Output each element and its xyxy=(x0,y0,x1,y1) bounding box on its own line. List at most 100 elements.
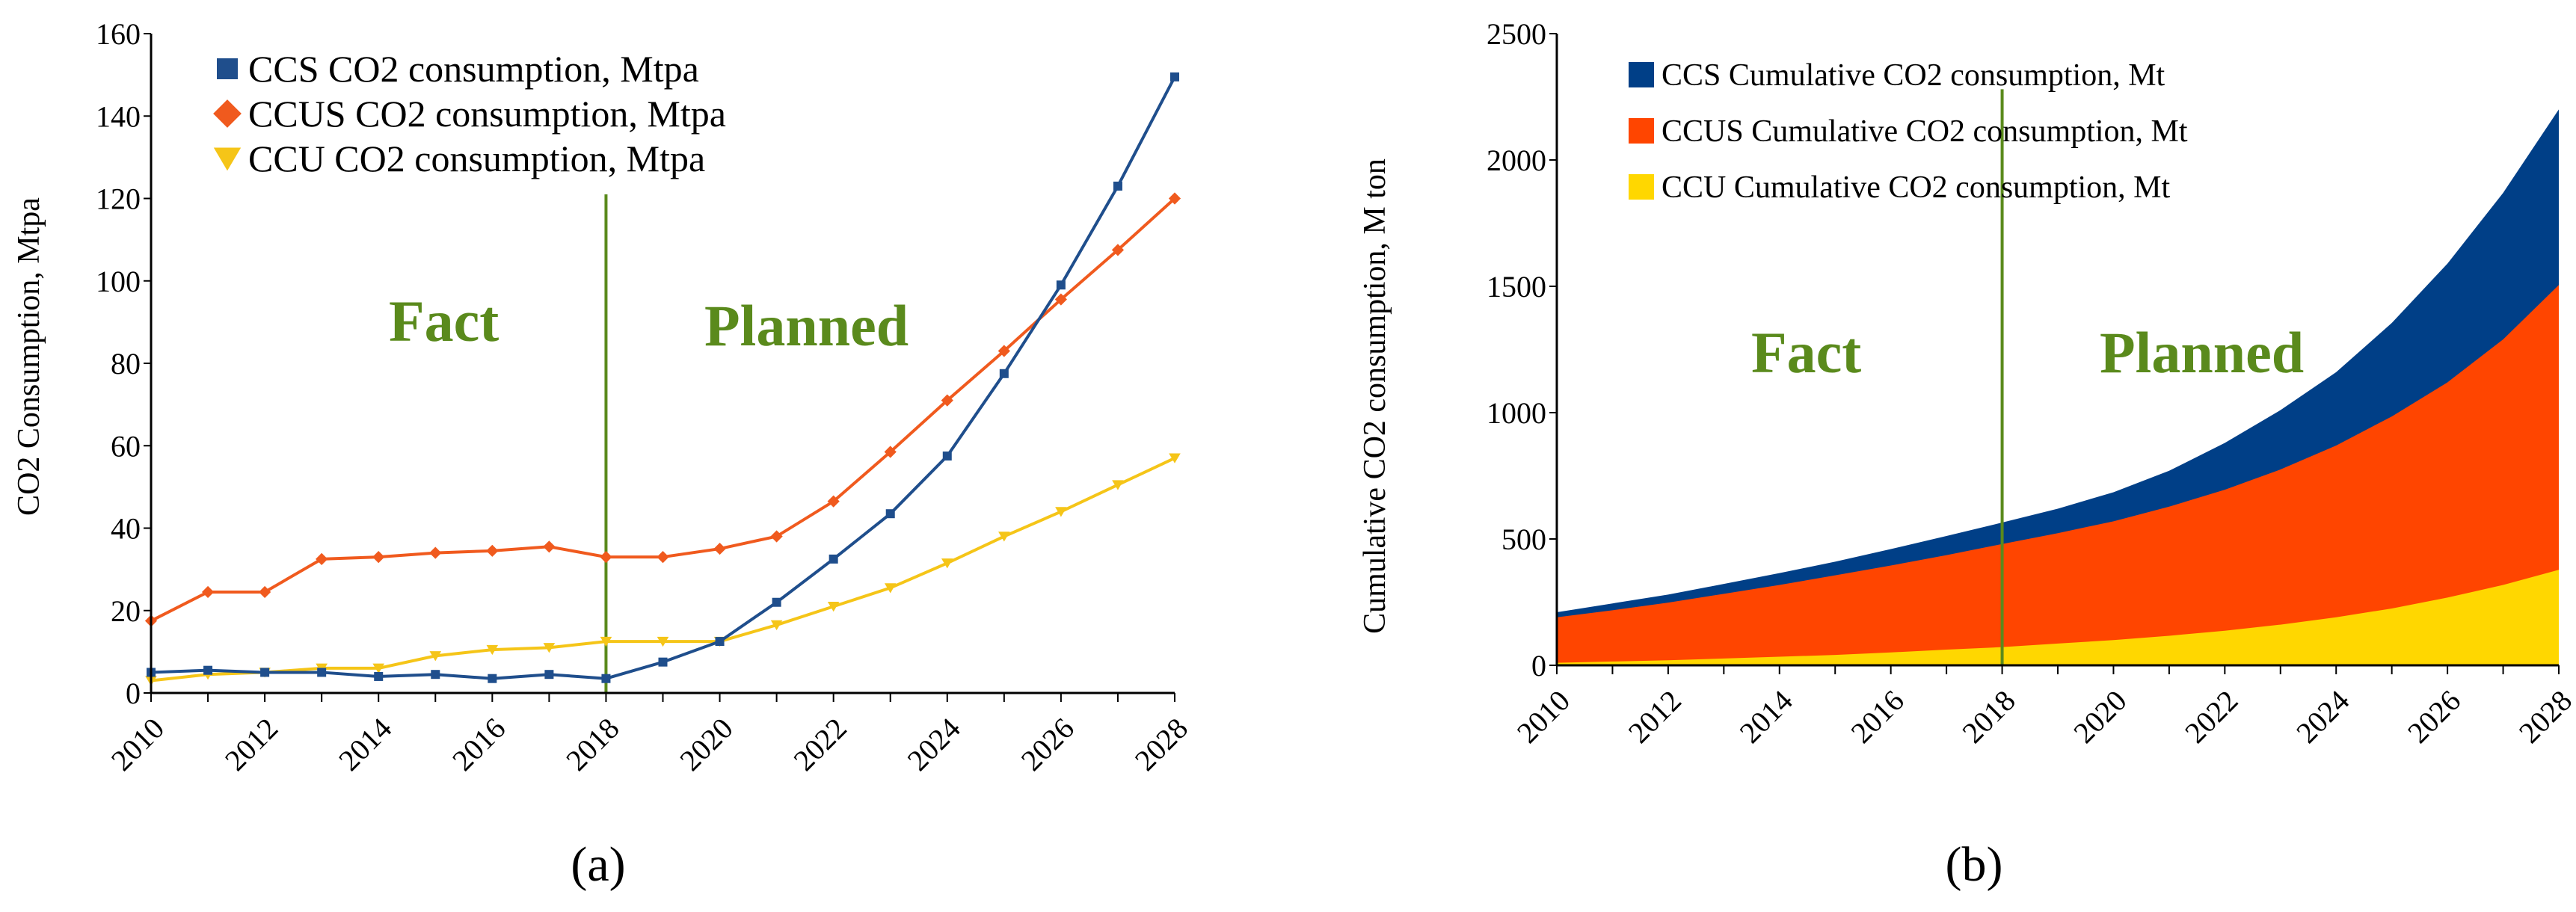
panel-a-legend-swatch xyxy=(213,99,242,128)
panel-b-area-chart: Cumulative CO2 consumption, M ton 0 500 10… xyxy=(1358,17,2576,892)
panel-a-data-point xyxy=(998,532,1010,542)
panel-b-y-axis-label: Cumulative CO2 consumption, M ton xyxy=(1358,158,1392,634)
panel-a-x-tick-label: 2012 xyxy=(218,711,284,777)
panel-b-fact-label: Fact xyxy=(1751,320,1861,385)
panel-a-x-tick-label: 2024 xyxy=(901,711,967,777)
panel-a-data-point xyxy=(1055,507,1067,517)
panel-a-caption: (a) xyxy=(571,837,625,892)
panel-a-data-point xyxy=(1169,453,1181,463)
panel-a-data-point xyxy=(941,394,953,407)
panel-a-data-point xyxy=(543,643,556,653)
panel-a-data-point xyxy=(600,550,612,564)
panel-a-data-point xyxy=(600,636,612,647)
panel-a-y-tick-label: 0 xyxy=(126,677,141,710)
panel-a-x-tick-label: 2016 xyxy=(446,711,511,777)
panel-a-data-point xyxy=(770,620,783,631)
panel-a-y-tick-label: 160 xyxy=(96,17,141,51)
panel-a-data-point xyxy=(1168,192,1181,205)
panel-a-data-point xyxy=(429,546,442,559)
panel-a-data-point xyxy=(772,597,781,607)
panel-a-data-point xyxy=(999,369,1009,378)
panel-a-data-point xyxy=(317,668,327,677)
panel-b-x-tick-label: 2026 xyxy=(2401,683,2467,749)
panel-b-y-tick-label: 1500 xyxy=(1487,270,1546,304)
panel-a-planned-label: Planned xyxy=(704,293,909,358)
panel-a-data-point xyxy=(1111,244,1125,256)
panel-a-data-point xyxy=(941,558,953,569)
panel-b-x-tick-label: 2016 xyxy=(1844,683,1910,749)
panel-a-legend-label: CCS CO2 consumption, Mtpa xyxy=(248,48,699,90)
panel-a-data-point xyxy=(1113,181,1122,191)
panel-b-legend-swatch xyxy=(1629,118,1654,144)
panel-a-data-point xyxy=(827,495,840,508)
panel-a-line-chart: CO2 Consumption, Mtpa 0 20 40 60 80 100 120 140… xyxy=(12,17,1194,892)
panel-a-x-tick-label: 2010 xyxy=(105,711,170,777)
panel-a-y-tick-label: 40 xyxy=(111,512,141,546)
panel-a-data-point xyxy=(543,540,556,553)
panel-b-planned-label: Planned xyxy=(2100,320,2304,385)
panel-b-legend-label: CCUS Cumulative CO2 consumption, Mt xyxy=(1662,114,2188,149)
panel-a-data-point xyxy=(601,674,611,683)
panel-a-x-tick-label: 2026 xyxy=(1015,711,1080,777)
panel-b-x-tick-label: 2012 xyxy=(1622,683,1688,749)
panel-a-data-point xyxy=(486,644,499,656)
panel-a-data-point xyxy=(884,446,897,458)
panel-a-x-tick-label: 2014 xyxy=(332,711,398,777)
panel-a-data-point xyxy=(1170,72,1179,81)
panel-a-data-point xyxy=(1054,293,1067,306)
panel-b-y-tick-label: 1000 xyxy=(1487,396,1546,430)
panel-a-data-point xyxy=(372,550,385,564)
panel-a-data-point xyxy=(942,452,952,461)
panel-a-data-point xyxy=(203,665,213,675)
panel-b-x-tick-label: 2014 xyxy=(1733,683,1799,749)
panel-b-x-tick-label: 2024 xyxy=(2290,683,2355,749)
panel-b-y-tick-label: 500 xyxy=(1501,523,1546,556)
panel-a-data-point xyxy=(201,585,215,599)
panel-a-data-point xyxy=(1056,280,1066,290)
panel-a-y-tick-label: 80 xyxy=(111,347,141,380)
panel-a-y-tick-label: 60 xyxy=(111,429,141,463)
panel-b-area-series xyxy=(1557,285,2559,665)
panel-b-legend: CCS Cumulative CO2 consumption, Mt CCUS C… xyxy=(1629,58,2188,205)
panel-b-legend-label: CCU Cumulative CO2 consumption, Mt xyxy=(1662,170,2171,205)
panel-a-data-point xyxy=(488,674,497,683)
panel-a-data-point xyxy=(997,345,1010,357)
panel-a-data-point xyxy=(657,550,669,564)
panel-b-y-tick-label: 2500 xyxy=(1487,17,1546,51)
panel-b-caption: (b) xyxy=(1946,837,2003,892)
panel-b-y-tick-label: 0 xyxy=(1531,649,1546,683)
panel-a-data-point xyxy=(827,601,840,612)
panel-a-data-point xyxy=(770,530,783,543)
panel-a-x-tick-label: 2020 xyxy=(673,711,739,777)
panel-a-data-point xyxy=(829,554,838,564)
panel-a-data-point xyxy=(657,636,669,647)
panel-a-data-point xyxy=(374,671,384,681)
panel-a-data-point xyxy=(1112,480,1124,490)
panel-b-x-tick-label: 2028 xyxy=(2512,683,2576,749)
panel-a-legend-label: CCU CO2 consumption, Mtpa xyxy=(248,138,705,179)
panel-a-data-point xyxy=(885,509,895,519)
panel-a-x-tick-label: 2028 xyxy=(1128,711,1194,777)
panel-a-fact-label: Fact xyxy=(389,289,499,354)
panel-b-x-tick-label: 2018 xyxy=(1955,683,2021,749)
panel-a-data-point xyxy=(260,668,270,677)
panel-a-data-point xyxy=(259,585,271,599)
panel-a-y-tick-label: 100 xyxy=(96,265,141,298)
panel-a-y-axis-label: CO2 Consumption, Mtpa xyxy=(12,197,46,516)
panel-a-legend-swatch xyxy=(217,58,238,79)
panel-a-x-tick-label: 2018 xyxy=(559,711,625,777)
panel-b-area-series xyxy=(1557,570,2559,665)
panel-a-data-point xyxy=(372,663,385,674)
panel-a-y-tick-label: 140 xyxy=(96,99,141,133)
panel-a-data-point xyxy=(713,542,726,555)
panel-b-x-tick-label: 2010 xyxy=(1510,683,1576,749)
panel-b-legend-label: CCS Cumulative CO2 consumption, Mt xyxy=(1662,58,2165,93)
panel-b-x-tick-label: 2020 xyxy=(2067,683,2133,749)
panel-b-legend-swatch xyxy=(1629,174,1654,200)
panel-b-y-tick-label: 2000 xyxy=(1487,144,1546,177)
panel-a-legend-swatch xyxy=(213,147,242,171)
panel-a-y-tick-label: 20 xyxy=(111,594,141,628)
panel-a-data-point xyxy=(884,583,897,594)
panel-a-data-point xyxy=(431,670,440,680)
